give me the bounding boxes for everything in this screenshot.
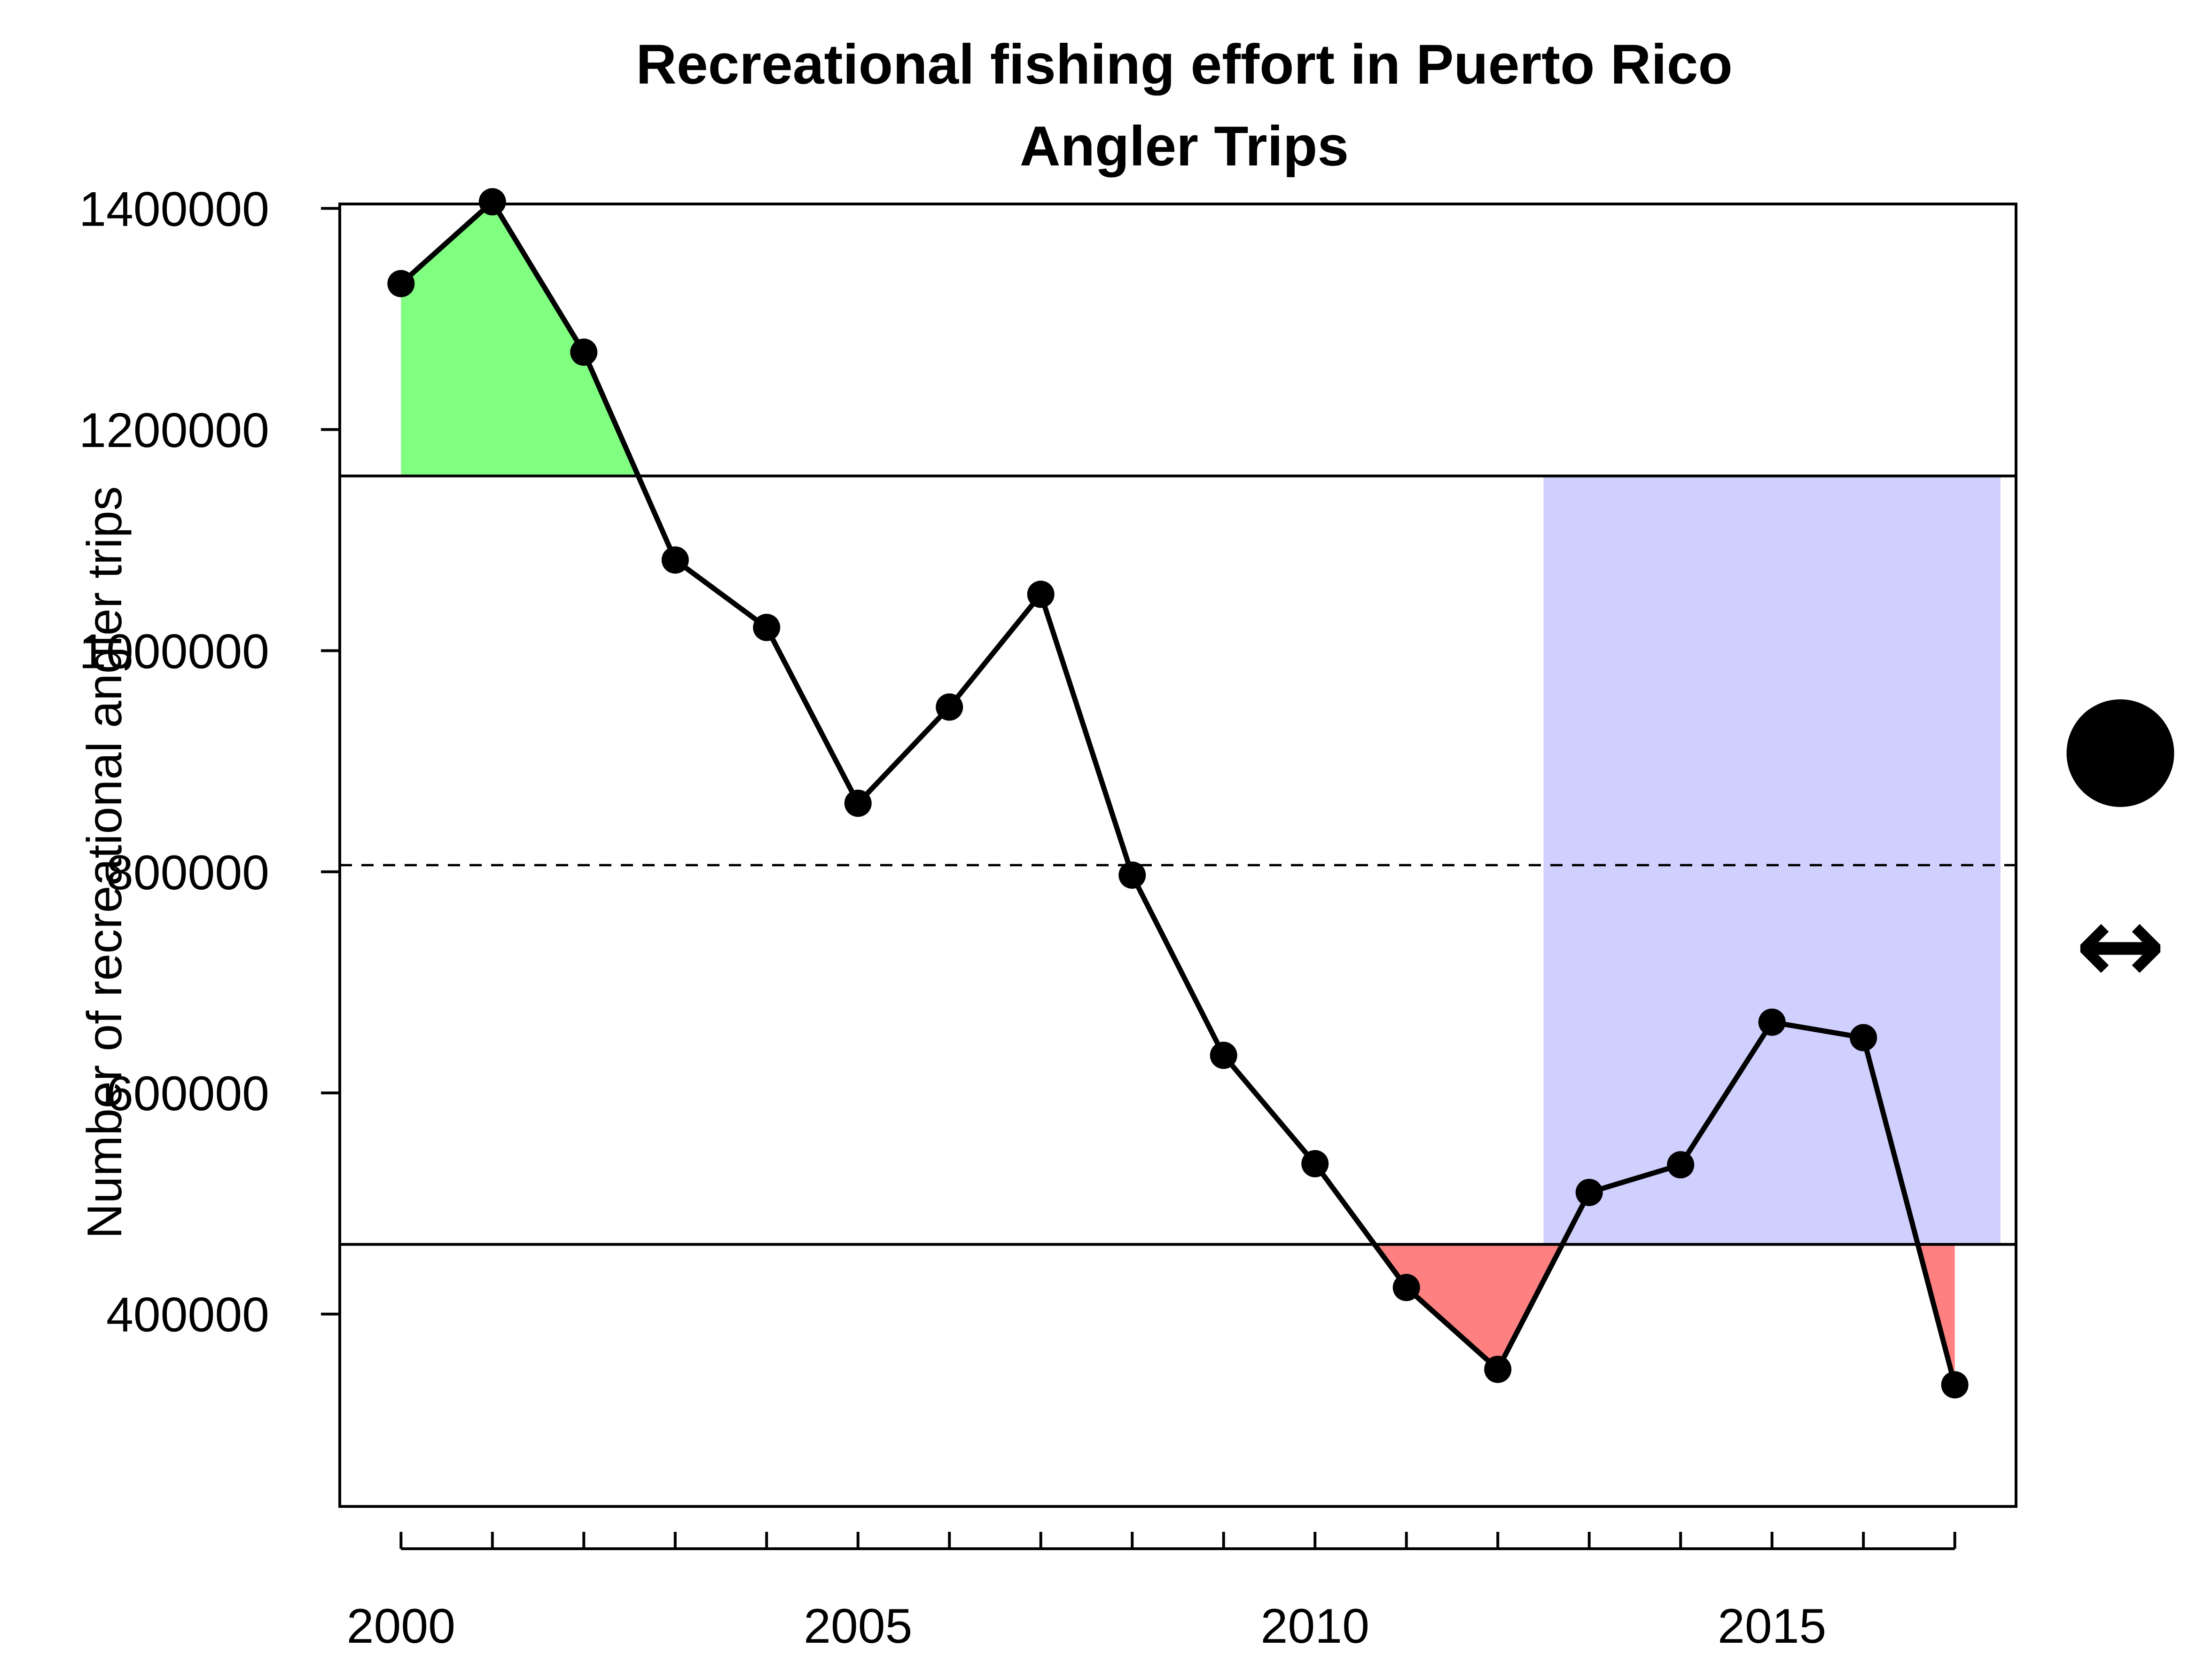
chart-title: Recreational fishing effort in Puerto Ri…: [636, 33, 1733, 96]
data-point: [1941, 1371, 1969, 1399]
below-lower-fill: [1375, 1244, 1955, 1385]
data-point: [1118, 861, 1146, 889]
trend-arrow-icon: ↔: [2075, 883, 2166, 1008]
data-point: [1210, 1042, 1237, 1069]
data-points: [387, 188, 1969, 1399]
data-point: [1301, 1150, 1329, 1177]
x-tick-label: 2005: [804, 1599, 912, 1654]
x-tick-label: 2010: [1261, 1599, 1369, 1654]
above-upper-fill: [401, 202, 639, 476]
data-point: [1575, 1178, 1603, 1206]
mean-status-icon: ●: [2059, 659, 2182, 823]
chart-subtitle: Angler Trips: [1020, 115, 1349, 178]
series-line: [399, 199, 1958, 1386]
y-tick-label: 1400000: [79, 182, 269, 236]
data-point: [1392, 1274, 1420, 1302]
y-axis: 400000 600000 800000 1000000 1200000 1400000: [79, 182, 340, 1342]
y-axis-label: Number of recreational angler trips: [78, 486, 132, 1239]
data-point: [1027, 580, 1055, 608]
data-point: [478, 188, 506, 216]
data-point: [1758, 1008, 1786, 1036]
plot-frame: [338, 203, 2017, 1508]
data-point: [661, 546, 689, 574]
y-tick-label: 600000: [106, 1066, 269, 1121]
data-point: [1667, 1151, 1695, 1179]
data-point: [753, 613, 781, 641]
data-point: [1484, 1356, 1512, 1383]
recent-period-shading: [1543, 476, 2001, 1245]
data-point: [844, 789, 872, 817]
data-point: [570, 338, 598, 366]
x-tick-label: 2015: [1718, 1599, 1826, 1654]
data-point: [1850, 1024, 1877, 1051]
data-point: [936, 693, 963, 721]
y-tick-label: 1000000: [79, 624, 269, 679]
data-point: [387, 270, 415, 298]
y-tick-label: 400000: [106, 1288, 269, 1342]
x-tick-label: 2000: [347, 1599, 455, 1654]
y-tick-label: 800000: [106, 846, 269, 900]
x-axis: 2000 2005 2010 2015: [347, 1532, 1956, 1654]
y-tick-label: 1200000: [79, 403, 269, 458]
